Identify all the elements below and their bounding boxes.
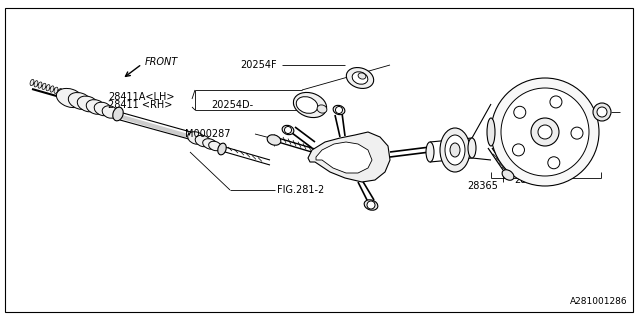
Text: 20254D-: 20254D- <box>211 100 253 110</box>
Text: M000287: M000287 <box>185 129 230 139</box>
Ellipse shape <box>218 143 226 155</box>
Ellipse shape <box>56 88 84 108</box>
Text: 20254F: 20254F <box>240 60 276 70</box>
Ellipse shape <box>468 138 476 158</box>
Ellipse shape <box>450 143 460 157</box>
Circle shape <box>531 118 559 146</box>
Ellipse shape <box>364 200 378 210</box>
Circle shape <box>285 126 291 133</box>
Polygon shape <box>308 132 390 182</box>
Circle shape <box>491 78 599 186</box>
Circle shape <box>335 107 342 114</box>
Ellipse shape <box>352 72 368 84</box>
Ellipse shape <box>333 105 345 115</box>
Ellipse shape <box>317 105 327 113</box>
Text: 28411A<LH>: 28411A<LH> <box>108 92 175 102</box>
Ellipse shape <box>188 132 204 144</box>
Text: 28411 <RH>: 28411 <RH> <box>108 100 172 110</box>
Ellipse shape <box>34 81 38 87</box>
Ellipse shape <box>296 97 317 113</box>
Ellipse shape <box>440 128 470 172</box>
Circle shape <box>597 107 607 117</box>
Ellipse shape <box>293 92 326 117</box>
Ellipse shape <box>38 82 42 88</box>
Text: 28365: 28365 <box>467 181 498 191</box>
Ellipse shape <box>50 86 54 92</box>
Circle shape <box>513 144 524 156</box>
Circle shape <box>571 127 583 139</box>
Circle shape <box>514 106 526 118</box>
Ellipse shape <box>30 79 34 86</box>
Ellipse shape <box>346 68 374 88</box>
Ellipse shape <box>487 118 495 146</box>
Circle shape <box>501 88 589 176</box>
Ellipse shape <box>113 107 124 121</box>
Ellipse shape <box>54 87 58 93</box>
Text: FIG.281-2: FIG.281-2 <box>277 185 324 195</box>
Ellipse shape <box>77 96 99 112</box>
Ellipse shape <box>209 141 221 151</box>
Circle shape <box>548 157 560 169</box>
Ellipse shape <box>42 83 46 90</box>
Text: 28473: 28473 <box>515 175 545 185</box>
Ellipse shape <box>358 73 366 79</box>
Text: -N170049: -N170049 <box>503 107 551 117</box>
Ellipse shape <box>94 102 112 116</box>
Ellipse shape <box>102 106 118 118</box>
Ellipse shape <box>502 170 514 180</box>
Ellipse shape <box>195 135 211 147</box>
Ellipse shape <box>267 135 281 145</box>
Ellipse shape <box>426 142 434 162</box>
Text: A281001286: A281001286 <box>570 297 628 306</box>
Circle shape <box>550 96 562 108</box>
Ellipse shape <box>68 92 92 109</box>
Ellipse shape <box>203 139 218 149</box>
Ellipse shape <box>282 125 294 135</box>
Ellipse shape <box>46 84 50 91</box>
Ellipse shape <box>445 135 465 165</box>
Circle shape <box>538 125 552 139</box>
Ellipse shape <box>58 88 62 95</box>
Polygon shape <box>316 142 372 173</box>
Circle shape <box>367 201 375 209</box>
Ellipse shape <box>86 100 106 114</box>
Text: FRONT: FRONT <box>145 57 179 67</box>
Circle shape <box>593 103 611 121</box>
